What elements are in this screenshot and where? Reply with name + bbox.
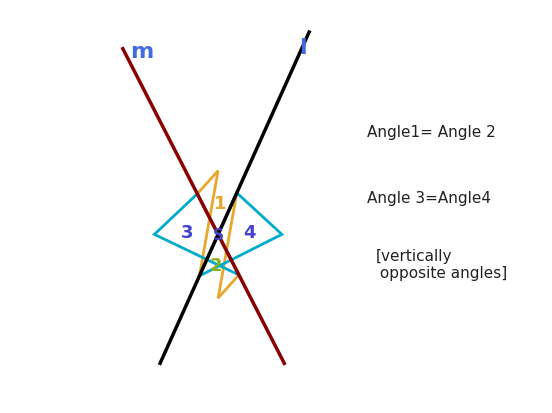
Text: l: l [299, 38, 307, 57]
Text: 4: 4 [243, 224, 256, 242]
Text: 3: 3 [181, 224, 193, 242]
Text: S: S [213, 227, 224, 242]
Text: 2: 2 [210, 257, 222, 275]
Text: [vertically
 opposite angles]: [vertically opposite angles] [375, 248, 508, 280]
Text: Angle 3=Angle4: Angle 3=Angle4 [367, 191, 491, 206]
Text: m: m [130, 42, 153, 62]
Text: 1: 1 [214, 195, 226, 213]
Text: Angle1= Angle 2: Angle1= Angle 2 [367, 125, 496, 140]
